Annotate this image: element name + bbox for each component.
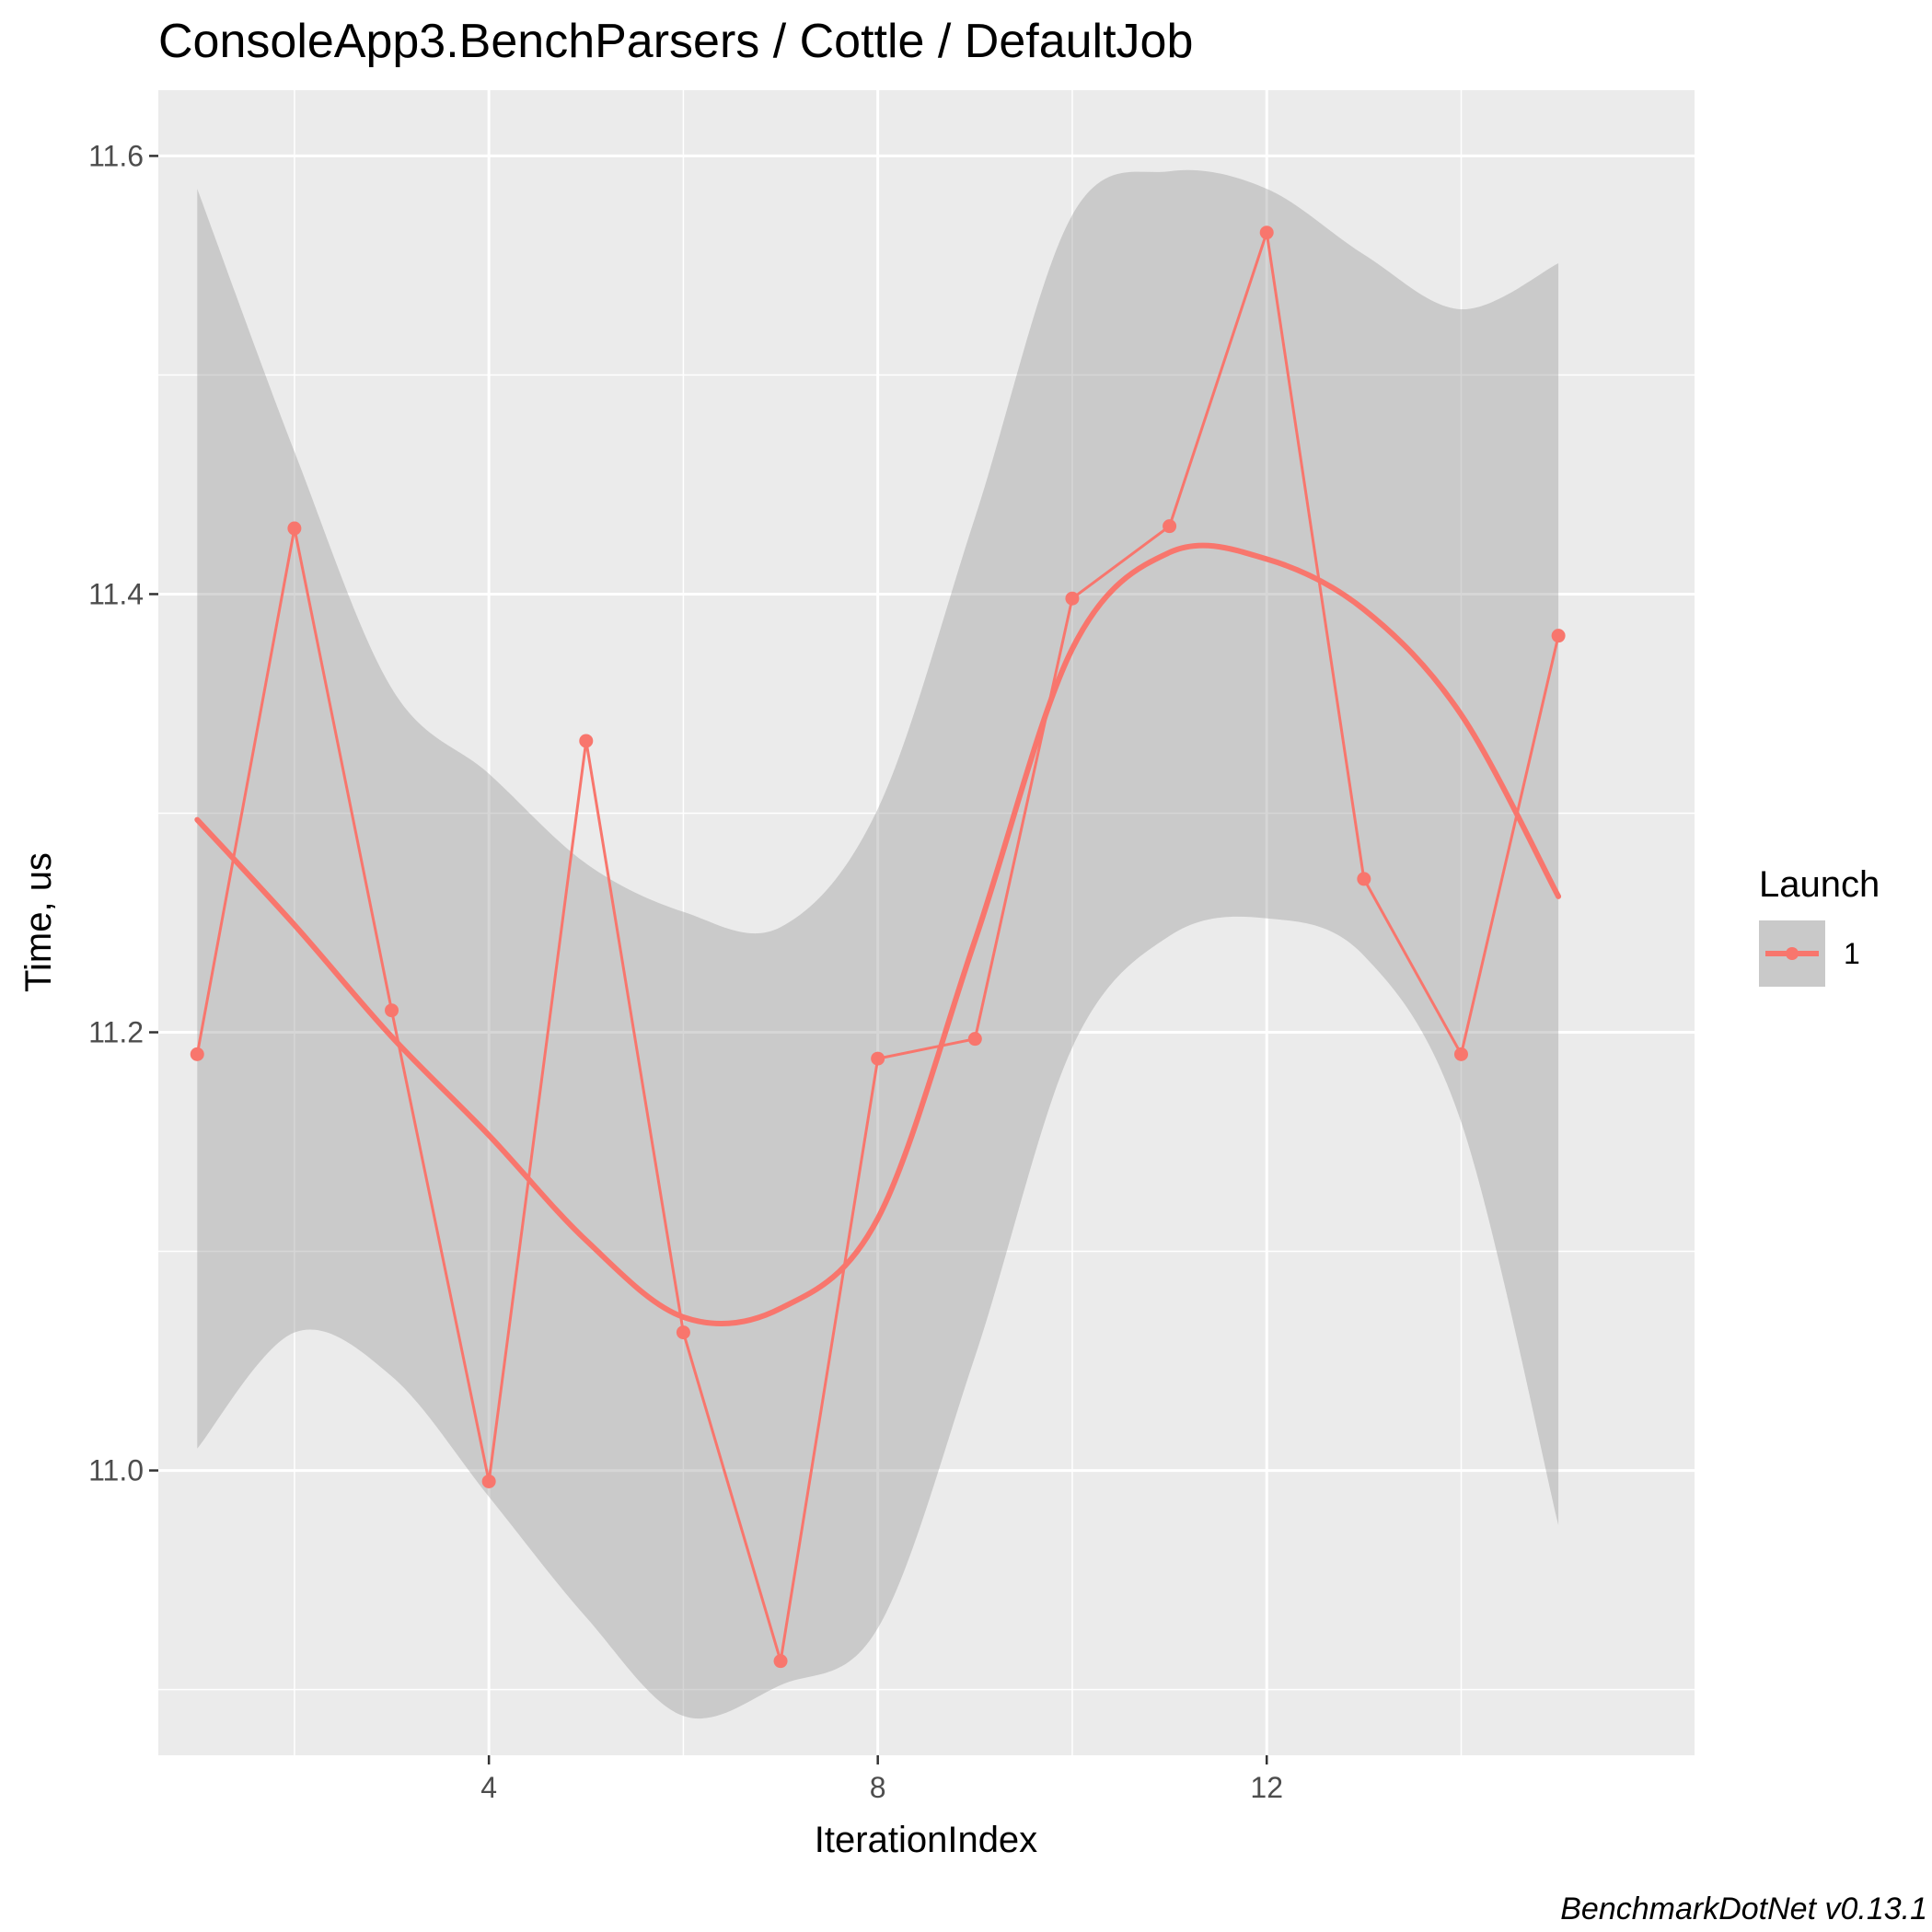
data-point <box>1259 226 1274 240</box>
confidence-band <box>197 169 1559 1719</box>
y-axis-title: Time, us <box>18 852 59 992</box>
x-axis-title: IterationIndex <box>815 1820 1037 1860</box>
data-point <box>967 1032 982 1047</box>
data-point <box>1453 1047 1468 1061</box>
data-point <box>773 1654 788 1669</box>
y-tick-label: 11.0 <box>88 1454 144 1487</box>
grid-minor <box>158 90 1695 1755</box>
data-point <box>579 734 594 748</box>
x-tick-label: 8 <box>870 1771 886 1804</box>
data-point <box>190 1047 204 1061</box>
plot-panel <box>158 90 1695 1755</box>
x-tick-label: 4 <box>480 1771 497 1804</box>
legend-entry-label: 1 <box>1844 937 1860 970</box>
y-tick-label: 11.2 <box>88 1016 144 1049</box>
data-point <box>1163 519 1177 534</box>
data-point <box>481 1474 496 1488</box>
y-axis: 11.0 11.2 11.4 11.6 <box>88 139 158 1487</box>
chart-title: ConsoleApp3.BenchParsers / Cottle / Defa… <box>158 15 1193 68</box>
data-point <box>287 521 302 536</box>
legend-key-point <box>1786 947 1799 960</box>
y-tick-label: 11.6 <box>88 139 144 172</box>
y-tick-label: 11.4 <box>88 577 144 610</box>
legend-title: Launch <box>1759 864 1880 905</box>
chart-caption: BenchmarkDotNet v0.13.1 <box>1560 1892 1927 1926</box>
data-point <box>385 1003 399 1018</box>
x-axis: 4 8 12 <box>480 1755 1283 1804</box>
data-point <box>1357 872 1371 886</box>
data-point <box>1065 591 1080 606</box>
data-point <box>1551 629 1566 643</box>
legend: Launch 1 <box>1759 864 1880 987</box>
data-points <box>190 226 1566 1669</box>
smooth-line <box>194 542 1562 1326</box>
data-point <box>676 1325 690 1340</box>
x-tick-label: 12 <box>1250 1771 1283 1804</box>
data-point <box>871 1051 885 1066</box>
